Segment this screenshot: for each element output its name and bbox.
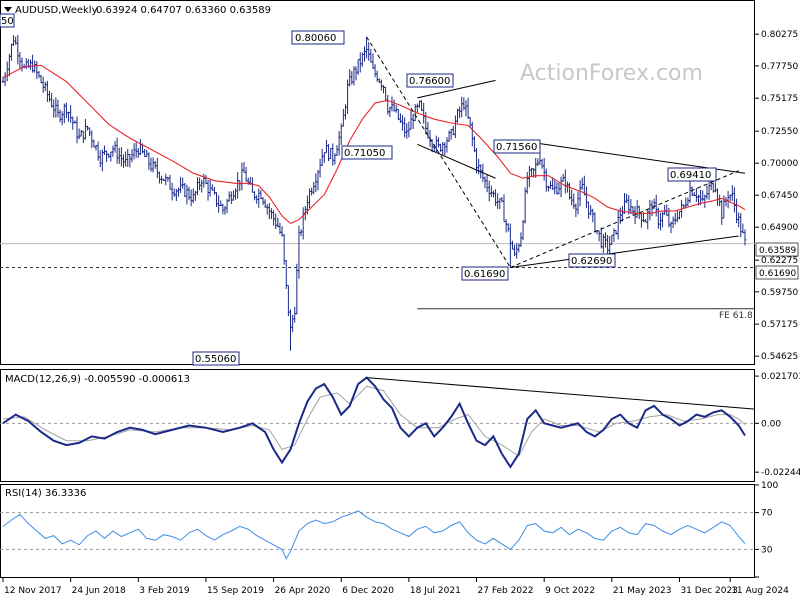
collapse-triangle-icon[interactable]	[4, 7, 12, 12]
x-tick-label: 21 May 2023	[613, 586, 672, 596]
price-tick-label: 0.67450	[761, 191, 798, 201]
moving-average-line	[2, 64, 746, 225]
ohlc-values: 0.63924 0.64707 0.63360 0.63589	[96, 5, 271, 16]
price-tick-label: 0.59750	[761, 288, 798, 298]
label-low-2020-text: 0.55060	[195, 354, 236, 365]
x-tick-label: 11 Aug 2024	[731, 586, 789, 596]
trendline-dashed-2021-2022	[366, 36, 511, 268]
price-pane	[0, 34, 755, 351]
rsi-title: RSI(14) 36.3336	[5, 488, 86, 499]
x-tick-label: 6 Dec 2020	[342, 586, 394, 596]
rsi-pane-frame	[0, 484, 755, 578]
label-0-6169-text: 0.61690	[464, 269, 505, 280]
label-left-cut: 50	[0, 13, 15, 28]
macd-pane	[0, 376, 756, 469]
x-tick-label: 31 Dec 2023	[680, 586, 738, 596]
support-price-text: 0.61690	[759, 269, 796, 279]
macd-line	[2, 376, 746, 469]
label-0-7156: 0.71560	[493, 139, 541, 154]
price-bar	[743, 229, 747, 246]
macd-signal-line	[2, 385, 746, 457]
label-0-6169: 0.61690	[461, 266, 509, 281]
symbol-title: AUDUSD,Weekly 0.63924 0.64707 0.63360 0.…	[4, 5, 271, 16]
price-annotations: 0.80060 0.76600 0.71560 0.71050 0.69410 …	[0, 13, 753, 366]
x-tick-label: 15 Sep 2019	[207, 586, 264, 596]
label-high-2021: 0.80060	[291, 30, 345, 45]
rsi-tick-label: 70	[761, 509, 773, 519]
rsi-tick-label: 100	[761, 481, 778, 491]
macd-tick-label: 0.021701	[761, 372, 800, 382]
label-0-6269-text: 0.62690	[571, 256, 612, 267]
price-tick-label: 0.70000	[761, 159, 798, 169]
trendline-upper-2021	[417, 79, 496, 99]
x-tick-label: 12 Nov 2017	[4, 586, 62, 596]
support-price-tag: 0.61690	[755, 265, 799, 280]
label-0-6941: 0.69410	[667, 167, 717, 182]
rsi-line	[2, 510, 746, 560]
current-price-tag: 0.63589	[755, 242, 799, 257]
macd-pane-frame	[0, 369, 755, 482]
price-tick-label: 0.80275	[761, 30, 798, 40]
price-tick-label: 0.72550	[761, 127, 798, 137]
label-high-2021-text: 0.80060	[295, 33, 336, 44]
x-tick-label: 27 Feb 2022	[478, 586, 534, 596]
x-tick-label: 26 Apr 2020	[275, 586, 331, 596]
price-tick-label: 0.54625	[761, 352, 798, 362]
label-0-766-text: 0.76600	[409, 76, 450, 87]
macd-tick-label: -0.022445	[761, 468, 800, 478]
macd-tick-label: 0.00	[761, 419, 781, 429]
label-0-7105: 0.71050	[341, 145, 393, 160]
price-tick-label: 0.75175	[761, 94, 798, 104]
price-tick-label: 0.62275	[761, 256, 798, 266]
label-low-2020: 0.55060	[192, 351, 240, 366]
rsi-tick-label: 30	[761, 545, 773, 555]
current-price-text: 0.63589	[759, 246, 796, 256]
label-0-6941-text: 0.69410	[670, 170, 711, 181]
x-tick-label: 18 Jul 2021	[410, 586, 461, 596]
fe-61-8-label: FE 61.8	[719, 311, 753, 321]
macd-title: MACD(12,26,9) -0.005590 -0.000613	[5, 374, 190, 385]
price-tick-label: 0.64900	[761, 223, 798, 233]
price-tick-label: 0.77750	[761, 62, 798, 72]
rsi-pane	[0, 510, 755, 560]
watermark: ActionForex.com	[520, 61, 703, 86]
trendline-dashed-rise	[510, 170, 739, 268]
axes: 0.80275 0.77750 0.75175 0.72550 0.70000 0.674…	[2, 30, 800, 596]
symbol-label: AUDUSD,Weekly	[15, 5, 98, 16]
trendline-lower-2021	[417, 143, 496, 179]
price-pane-frame	[0, 0, 755, 365]
label-0-7156-text: 0.71560	[496, 142, 537, 153]
price-tick-label: 0.57175	[761, 320, 798, 330]
x-tick-label: 3 Feb 2019	[139, 586, 190, 596]
triangle-lower-line	[510, 235, 739, 268]
x-tick-label: 24 Jun 2018	[72, 586, 126, 596]
label-0-7105-text: 0.71050	[344, 148, 385, 159]
macd-trendline	[366, 377, 756, 410]
label-0-766: 0.76600	[406, 73, 454, 88]
label-0-6269: 0.62690	[568, 253, 616, 268]
label-left-cut-text: 50	[1, 16, 14, 27]
x-tick-label: 9 Oct 2022	[545, 586, 595, 596]
